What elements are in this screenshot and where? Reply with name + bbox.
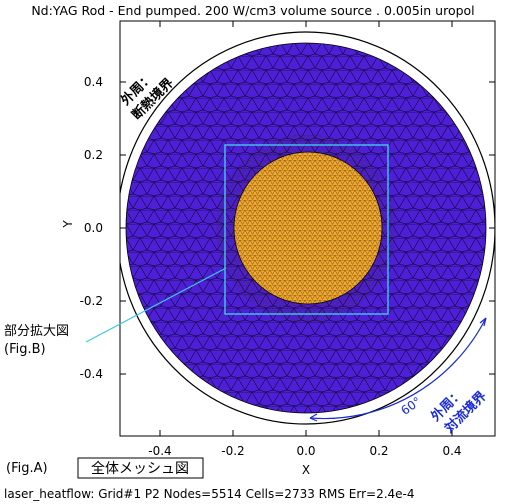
figure-label: (Fig.A): [6, 461, 48, 476]
x-tick-label: 0.4: [442, 444, 461, 458]
arc-arrow-start: [309, 413, 318, 422]
y-tick-label: -0.4: [80, 367, 103, 381]
figure-title: 全体メッシュ図: [91, 460, 189, 477]
x-tick-label: 0.0: [296, 444, 315, 458]
partial-view-leader: [85, 267, 227, 343]
x-tick-label: -0.2: [221, 444, 244, 458]
convection-arc: [309, 317, 487, 420]
figure-title-box: [77, 457, 204, 479]
footer-status: laser_heatflow: Grid#1 P2 Nodes=5514 Cel…: [4, 487, 415, 501]
chart-title: Nd:YAG Rod - End pumped. 200 W/cm3 volum…: [31, 3, 474, 18]
convection-label: 外周： 対流境界: [427, 386, 490, 437]
y-tick-label: 0.2: [84, 148, 103, 162]
zoom-box: [224, 144, 389, 315]
angle-label: 60°: [398, 394, 423, 418]
outer-boundary-circle: [120, 31, 495, 425]
partial-view-ref: (Fig.B): [4, 342, 46, 357]
partial-view-label: 部分拡大図: [4, 324, 69, 339]
x-axis: [159, 21, 453, 436]
x-axis-label: X: [302, 463, 310, 477]
rod-mesh: [234, 152, 382, 304]
y-axis-label: Y: [61, 220, 75, 229]
arc-arrow-end: [479, 317, 487, 327]
y-tick-label: 0.4: [84, 75, 103, 89]
x-tick-label: -0.4: [148, 444, 171, 458]
y-tick-label: -0.2: [80, 294, 103, 308]
y-axis: [120, 81, 495, 375]
y-tick-label: 0.0: [84, 221, 103, 235]
x-tick-label: 0.2: [369, 444, 388, 458]
